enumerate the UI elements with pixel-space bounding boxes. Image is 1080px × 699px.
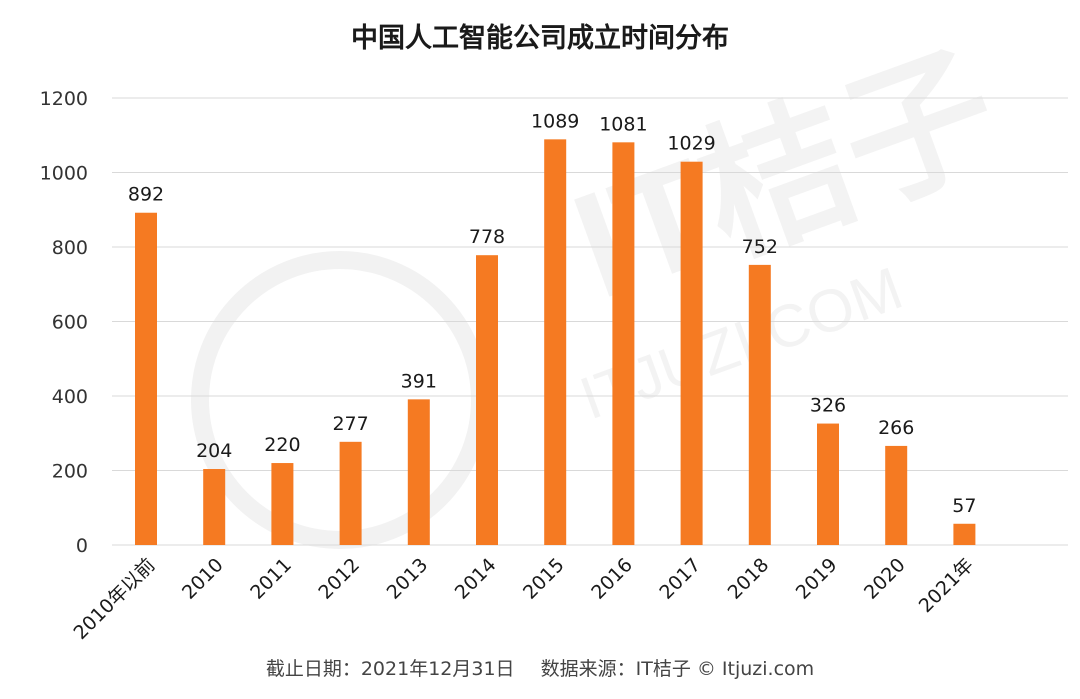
- bar: [885, 445, 908, 545]
- x-tick-label: 2012: [314, 554, 364, 604]
- bar: [680, 161, 703, 545]
- x-tick-label: 2010年以前: [69, 554, 159, 644]
- chart-title: 中国人工智能公司成立时间分布: [351, 23, 729, 54]
- bar: [748, 264, 771, 545]
- data-label: 892: [128, 184, 164, 206]
- y-tick-label: 800: [52, 237, 88, 259]
- bar: [612, 142, 635, 545]
- data-label: 1089: [531, 110, 579, 132]
- x-tick-label: 2014: [451, 554, 501, 604]
- bar: [203, 469, 226, 545]
- y-tick-label: 0: [76, 535, 88, 557]
- data-label: 1029: [667, 133, 715, 155]
- x-tick-label: 2013: [383, 554, 433, 604]
- bar: [271, 463, 294, 545]
- y-tick-label: 200: [52, 461, 88, 483]
- data-label: 778: [469, 226, 505, 248]
- x-tick-label: 2017: [655, 554, 705, 604]
- x-tick-label: 2015: [519, 554, 569, 604]
- x-tick-label: 2010: [178, 554, 228, 604]
- x-tick-label: 2011: [246, 554, 296, 604]
- bar: [339, 441, 362, 545]
- y-tick-label: 1000: [40, 163, 88, 185]
- footer-note: 截止日期：2021年12月31日 数据来源：IT桔子 © Itjuzi.com: [0, 654, 1080, 681]
- data-label: 266: [878, 417, 914, 439]
- data-label: 391: [401, 370, 437, 392]
- bar: [544, 139, 567, 545]
- y-tick-label: 400: [52, 386, 88, 408]
- y-tick-label: 1200: [40, 88, 88, 110]
- x-tick-label: 2016: [587, 554, 637, 604]
- data-label: 277: [332, 413, 368, 435]
- date-note: 截止日期：2021年12月31日: [265, 658, 515, 680]
- data-label: 220: [264, 434, 300, 456]
- bar: [135, 212, 157, 546]
- bar: [476, 255, 498, 545]
- bar: [817, 423, 839, 545]
- data-label: 752: [742, 236, 778, 258]
- data-label: 326: [810, 395, 846, 417]
- bar: [953, 523, 976, 545]
- x-tick-label: 2021年: [915, 554, 978, 617]
- data-label: 57: [952, 495, 976, 517]
- data-label: 204: [196, 440, 232, 462]
- x-tick-label: 2020: [860, 554, 910, 604]
- y-tick-label: 600: [52, 312, 88, 334]
- source-note: 数据来源：IT桔子 © Itjuzi.com: [540, 658, 815, 680]
- bar: [407, 399, 430, 545]
- x-tick-label: 2018: [724, 554, 774, 604]
- data-label: 1081: [599, 113, 647, 135]
- x-tick-label: 2019: [792, 554, 842, 604]
